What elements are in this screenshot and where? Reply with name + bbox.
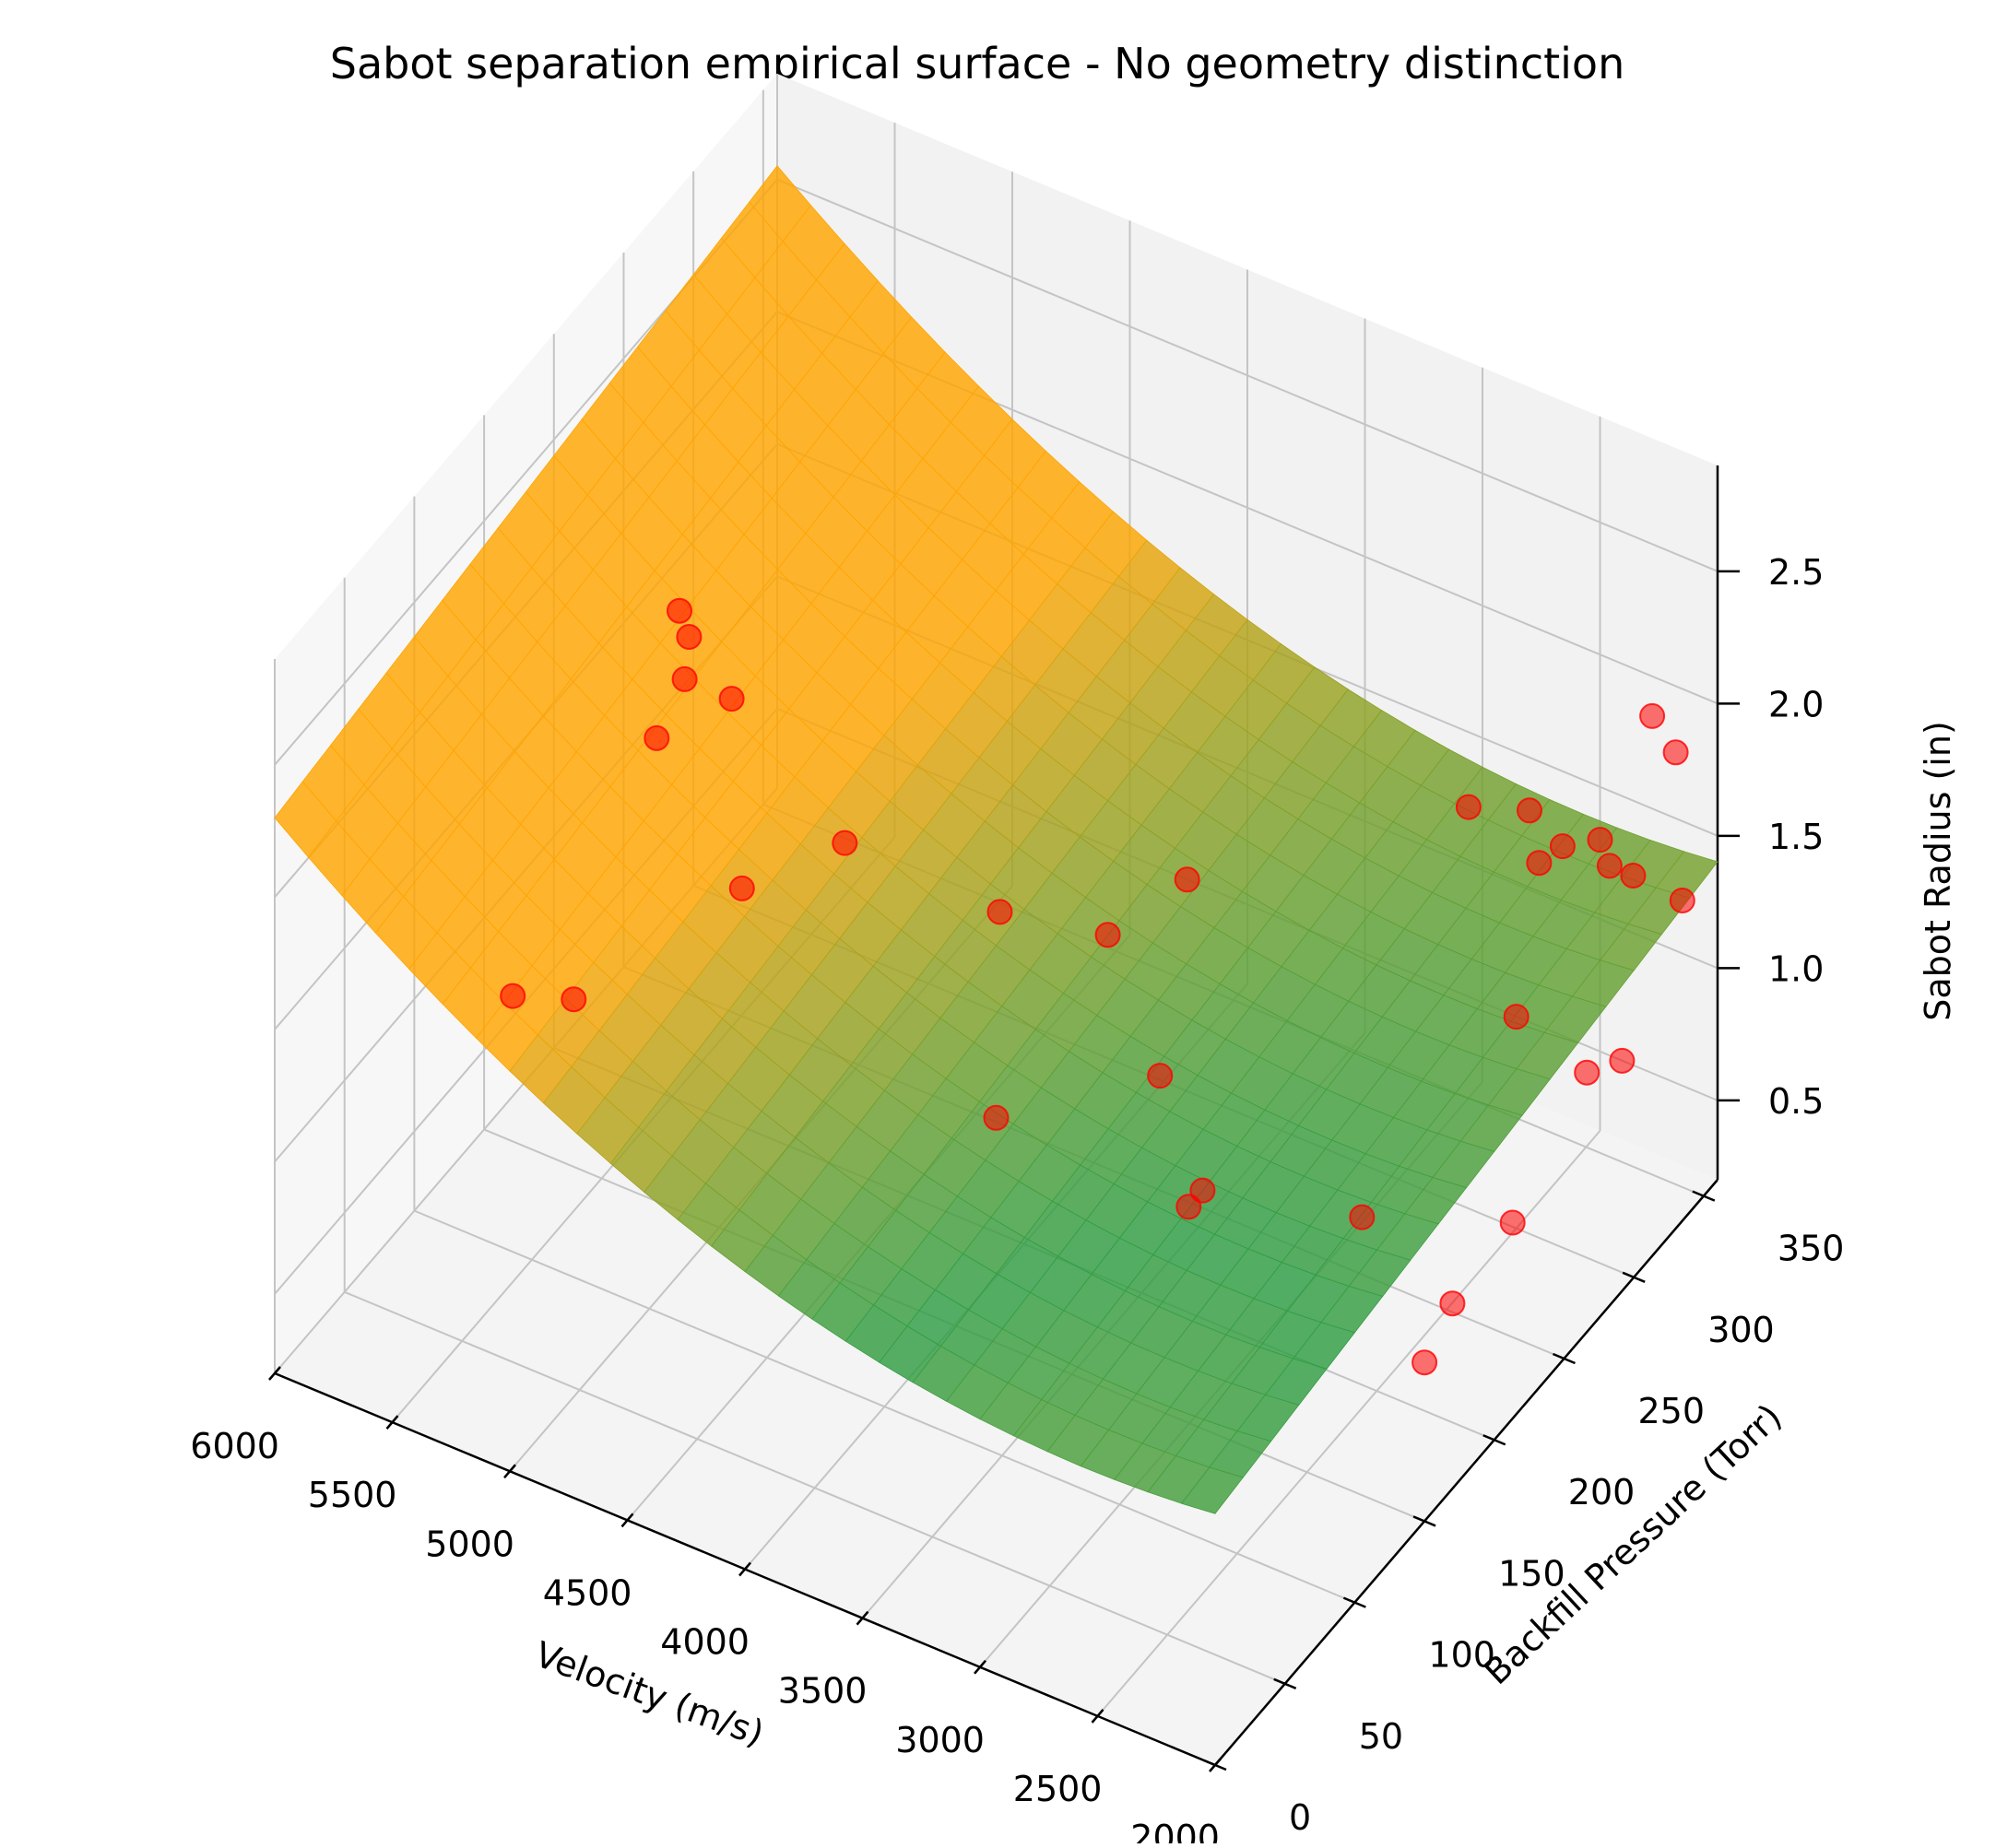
x-tick-mark	[856, 1610, 869, 1626]
grid-line-pressure-floor	[344, 1290, 1286, 1685]
data-point	[1147, 1063, 1174, 1089]
y-tick-label: 250	[1638, 1391, 1706, 1431]
z-tick-label: 1.5	[1768, 817, 1824, 857]
x-tick-label: 3000	[895, 1720, 985, 1760]
data-point	[671, 665, 698, 692]
x-tick-label: 6000	[190, 1426, 279, 1466]
data-point	[1609, 1047, 1636, 1074]
data-point	[1411, 1349, 1438, 1376]
data-point	[1639, 702, 1666, 729]
x-tick-label: 3500	[778, 1671, 868, 1712]
data-point	[1549, 833, 1576, 860]
y-tick-label: 50	[1359, 1716, 1403, 1757]
x-tick-mark	[974, 1659, 986, 1675]
data-point	[1094, 922, 1121, 948]
data-point	[1499, 1209, 1526, 1236]
z-tick-label: 2.0	[1768, 684, 1824, 724]
scatter-points	[500, 597, 1695, 1376]
data-point	[1574, 1059, 1600, 1086]
x-tick-label: 4500	[543, 1572, 632, 1613]
data-point	[1587, 827, 1613, 853]
data-point	[1669, 888, 1695, 913]
data-point	[1175, 1194, 1202, 1220]
y-tick-mark	[1692, 1190, 1716, 1202]
data-point	[1349, 1204, 1376, 1230]
y-tick-label: 300	[1707, 1310, 1775, 1350]
y-tick-label: 200	[1568, 1472, 1636, 1513]
data-point	[500, 983, 526, 1009]
data-point	[983, 1104, 1010, 1131]
data-point	[1174, 866, 1200, 893]
data-point	[1517, 797, 1542, 824]
data-point	[1526, 850, 1553, 877]
surface-facet	[1180, 1466, 1244, 1514]
y-tick-mark	[1482, 1434, 1506, 1446]
x-tick-label: 5500	[308, 1475, 397, 1515]
x-tick-label: 5000	[425, 1524, 514, 1564]
y-axis-label: Backfill Pressure (Torr)	[1476, 1396, 1789, 1692]
y-tick-label: 100	[1428, 1635, 1495, 1676]
x-tick-mark	[1091, 1709, 1104, 1724]
chart-title: Sabot separation empirical surface - No …	[330, 39, 1624, 88]
x-tick-mark	[268, 1366, 281, 1381]
axis-ticks: 6000 5500 5000 4500 4000 3500 3000 2500 2000 0 50 1…	[190, 552, 1845, 1848]
data-point	[667, 597, 692, 624]
data-point	[676, 624, 703, 650]
x-tick-mark	[503, 1464, 516, 1479]
grid-line-pressure-floor	[414, 1209, 1355, 1604]
data-point	[1503, 1004, 1529, 1030]
x-tick-mark	[620, 1513, 634, 1528]
data-point	[832, 830, 858, 856]
data-point	[718, 686, 745, 712]
x-tick-label: 2500	[1013, 1769, 1103, 1809]
z-axis-label: Sabot Radius (in)	[1918, 721, 1958, 1021]
data-point	[986, 899, 1013, 925]
x-tick-mark	[738, 1561, 751, 1577]
grid-line-radius-back	[776, 178, 1718, 572]
z-tick-label: 1.0	[1768, 948, 1824, 989]
data-point	[1620, 863, 1647, 889]
y-tick-mark	[1273, 1677, 1297, 1689]
x-tick-label: 4000	[660, 1622, 750, 1663]
y-tick-mark	[1342, 1596, 1366, 1608]
fitted-surface	[274, 165, 1718, 1514]
x-tick-label: 2000	[1130, 1818, 1220, 1843]
y-tick-mark	[1552, 1352, 1576, 1365]
y-tick-label: 150	[1498, 1553, 1565, 1594]
data-point	[1662, 739, 1689, 766]
data-point	[1189, 1177, 1216, 1204]
y-tick-mark	[1203, 1759, 1227, 1771]
z-tick-label: 2.5	[1768, 552, 1824, 593]
y-tick-mark	[1622, 1271, 1646, 1283]
y-tick-label: 350	[1778, 1229, 1845, 1269]
data-point	[1439, 1290, 1466, 1317]
data-point	[644, 724, 670, 751]
data-point	[728, 875, 755, 901]
y-tick-label: 0	[1289, 1797, 1311, 1838]
data-point	[561, 986, 587, 1013]
data-point	[1596, 853, 1623, 879]
x-tick-mark	[385, 1415, 399, 1430]
data-point	[1455, 794, 1482, 820]
y-tick-mark	[1412, 1515, 1436, 1527]
z-tick-label: 0.5	[1768, 1081, 1824, 1122]
